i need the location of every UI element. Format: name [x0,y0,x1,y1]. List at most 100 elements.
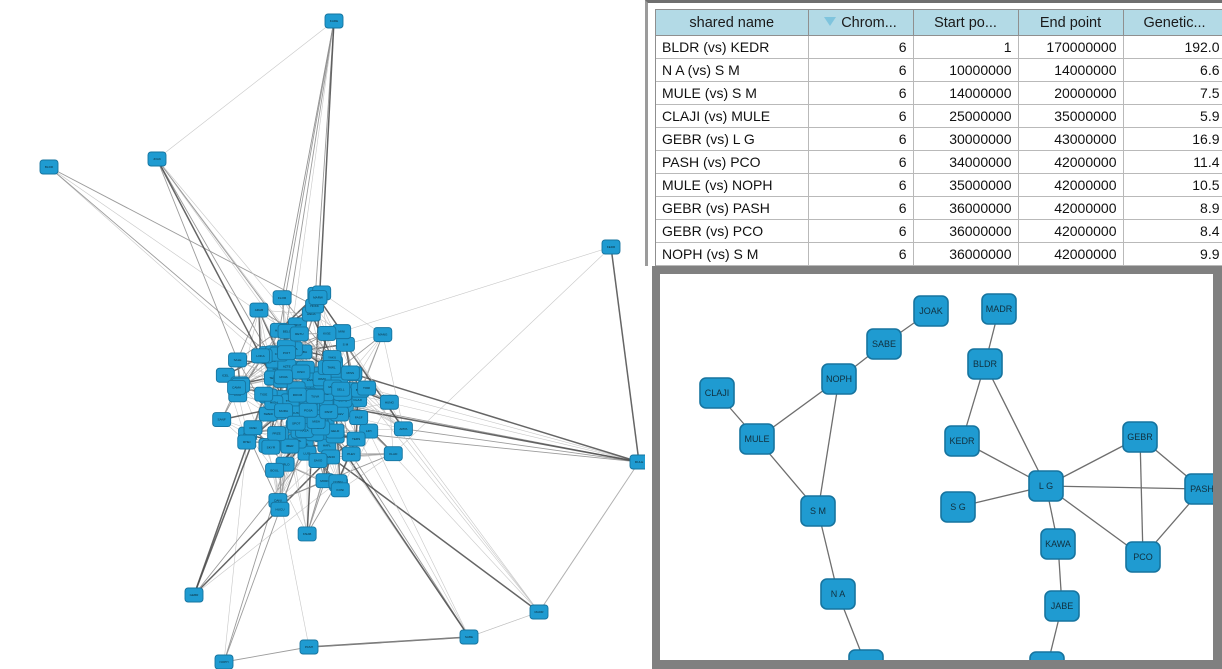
sub-node-box[interactable] [1028,470,1064,502]
main-node[interactable]: BOUL [265,462,285,478]
main-node-box[interactable] [280,438,300,454]
sub-node[interactable]: SABE [866,328,902,360]
main-node[interactable]: UKRA [274,369,293,385]
main-node-box[interactable] [272,290,292,306]
sub-node[interactable]: KEDR [944,425,980,457]
table-row[interactable]: CLAJI (vs) MULE 6 25000000 35000000 5.9 [656,104,1222,128]
sub-node[interactable]: L G [1028,470,1064,502]
main-node-box[interactable] [308,290,328,306]
main-node-box[interactable] [147,151,167,167]
sub-node-box[interactable] [699,377,735,409]
main-node-box[interactable] [529,604,549,620]
sub-node-box[interactable] [848,649,884,660]
main-node[interactable]: LOKA [251,348,270,364]
main-node-box[interactable] [297,526,317,542]
sub-node[interactable]: KAWA [1040,528,1076,560]
column-header-genetic[interactable]: Genetic... [1123,10,1222,36]
sub-node-box[interactable] [967,348,1003,380]
main-node-box[interactable] [39,159,59,175]
main-node[interactable]: MULE [629,454,645,470]
main-node[interactable]: KNAB [297,526,317,542]
main-node[interactable]: RHEI [237,434,257,450]
main-node-box[interactable] [212,412,232,428]
main-node[interactable]: PLEV [341,446,361,462]
main-node[interactable]: FREI [243,420,263,436]
main-node-box[interactable] [237,434,257,450]
main-node[interactable]: JOAK [147,151,167,167]
sub-node-box[interactable] [1125,541,1161,573]
main-node[interactable]: CAMA [227,379,247,395]
main-node-box[interactable] [373,327,393,343]
table-row[interactable]: MULE (vs) S M 6 14000000 20000000 7.5 [656,81,1222,105]
main-node-box[interactable] [308,453,328,469]
main-node-box[interactable] [228,352,247,368]
sub-node-box[interactable] [913,295,949,327]
main-node[interactable]: MANG [373,327,393,343]
shared-segments-table[interactable]: shared name Chrom... Start po... End poi… [656,10,1222,266]
main-node[interactable]: MISS [340,365,360,381]
main-node[interactable]: TERS [346,431,366,447]
sub-node-box[interactable] [981,293,1017,325]
main-node[interactable]: PRZE [267,426,287,442]
main-node[interactable]: KONI [330,482,350,498]
sub-node[interactable]: BLDR [967,348,1003,380]
main-node[interactable]: ROCM [287,387,307,403]
sub-node[interactable]: N A [820,578,856,610]
main-node[interactable]: TIGE [254,386,274,402]
main-node[interactable]: KISO [291,364,311,380]
main-node[interactable]: SELL [331,381,351,397]
sub-node[interactable]: JOAK [913,295,949,327]
main-node-box[interactable] [261,439,281,455]
main-node-box[interactable] [459,629,479,645]
table-row[interactable]: GEBR (vs) L G 6 30000000 43000000 16.9 [656,127,1222,151]
main-node-box[interactable] [322,360,341,376]
main-network-canvas[interactable]: KARE BLDR KEDR MULE NOPH SABE JOAK MADR GEBR PASH… [0,0,645,669]
main-node-box[interactable] [254,386,274,402]
sub-node[interactable]: NOPH [821,363,857,395]
sub-node-box[interactable] [800,495,836,527]
table-row[interactable]: PASH (vs) PCO 6 34000000 42000000 11.4 [656,150,1222,174]
main-node-box[interactable] [349,410,369,425]
main-node[interactable]: KEDR [601,239,621,255]
sub-node[interactable]: S G [940,491,976,523]
main-node-box[interactable] [184,587,204,603]
main-node-box[interactable] [601,239,621,255]
main-node[interactable]: SALE [228,352,247,368]
sub-node[interactable]: GEBR [1122,421,1158,453]
main-node[interactable]: APPA [393,421,413,437]
main-node-box[interactable] [289,326,309,342]
main-node-box[interactable] [335,336,355,352]
sub-node-box[interactable] [866,328,902,360]
table-row[interactable]: N A (vs) S M 6 10000000 14000000 6.6 [656,58,1222,82]
main-node-box[interactable] [286,415,306,431]
sub-node-box[interactable] [1122,421,1158,453]
sub-node[interactable]: MIWE [848,649,884,660]
main-node-box[interactable] [305,388,325,404]
main-node[interactable]: POIT [277,345,296,361]
main-node-box[interactable] [249,302,269,318]
table-body[interactable]: BLDR (vs) KEDR 6 1 170000000 192.0 N A (vs) S… [656,35,1222,266]
main-node[interactable]: S M [335,336,355,352]
main-node[interactable]: FLOR [272,290,292,306]
main-node[interactable]: PASH [299,639,319,655]
main-node[interactable]: TUVA [305,388,325,404]
sub-node-box[interactable] [940,491,976,523]
main-node[interactable]: GEBR [184,587,204,603]
column-header-chromosome[interactable]: Chrom... [808,10,914,36]
main-node[interactable]: SKYR [261,439,281,455]
sub-node[interactable]: PCO [1125,541,1161,573]
sub-node[interactable]: PASH [1184,473,1213,505]
table-row[interactable]: GEBR (vs) PCO 6 36000000 42000000 8.4 [656,219,1222,243]
main-node[interactable]: KIGE [317,325,337,341]
main-node-box[interactable] [393,421,413,437]
main-node-box[interactable] [383,446,403,462]
main-node-box[interactable] [270,501,290,517]
main-node-box[interactable] [324,13,344,29]
sub-node-box[interactable] [821,363,857,395]
sub-node[interactable]: CLAJI [699,377,735,409]
main-node-box[interactable] [341,446,361,462]
sub-node[interactable]: JABE [1044,590,1080,622]
sub-node[interactable]: S M [800,495,836,527]
